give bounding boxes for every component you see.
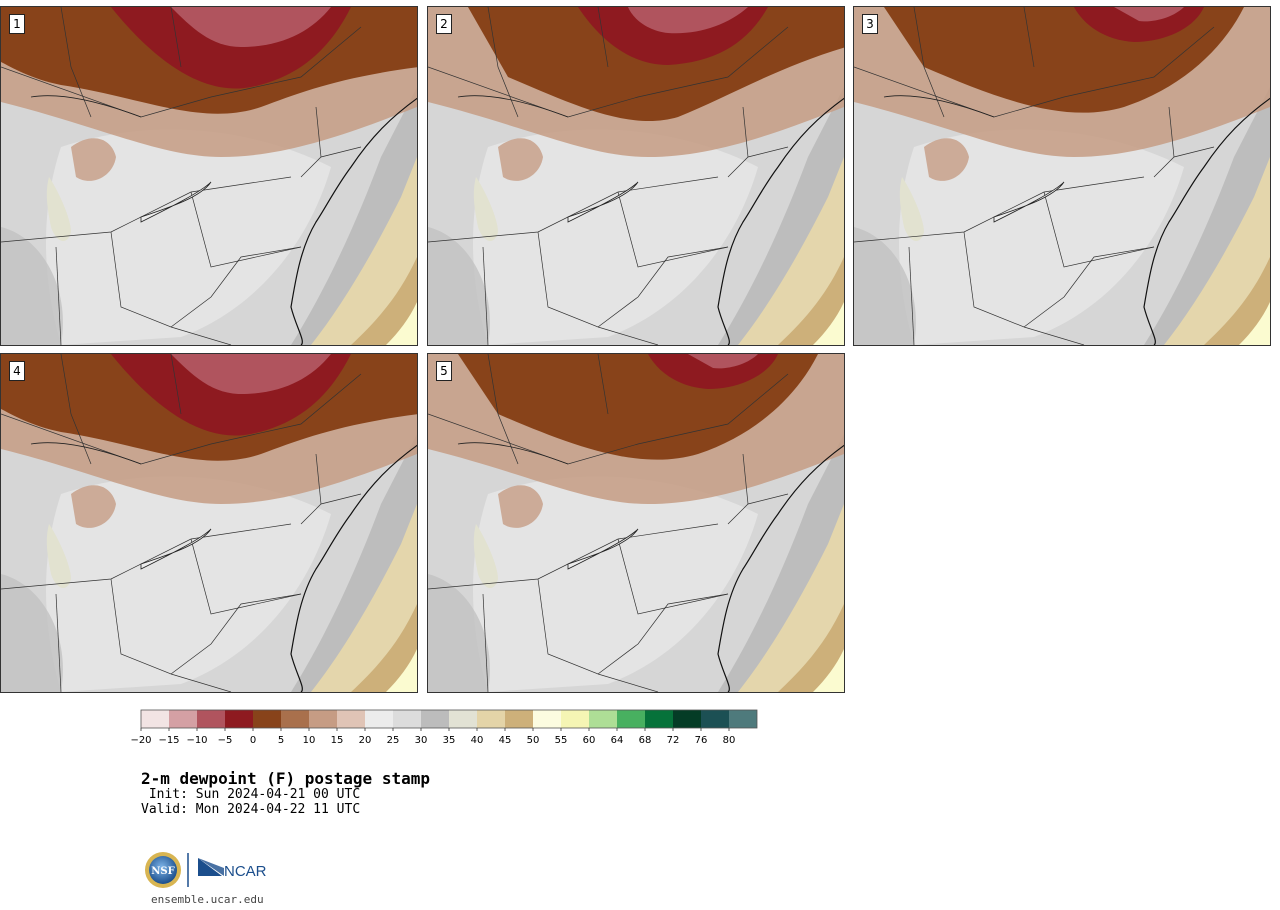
colorbar-swatch: [561, 710, 589, 728]
member-panel-4: 4: [0, 353, 418, 693]
colorbar-swatch: [281, 710, 309, 728]
colorbar-tick-label: −10: [186, 735, 207, 746]
colorbar-swatch: [337, 710, 365, 728]
colorbar-swatch: [141, 710, 169, 728]
colorbar-tick-label: −20: [130, 735, 151, 746]
colorbar-tick-label: 35: [443, 735, 456, 746]
colorbar-tick-label: −15: [158, 735, 179, 746]
member-label: 3: [862, 14, 878, 34]
colorbar-tick-label: 64: [611, 735, 624, 746]
svg-text:NCAR: NCAR: [224, 863, 267, 880]
dewpoint-map-4: [1, 354, 417, 692]
colorbar-tick-label: 80: [723, 735, 736, 746]
dewpoint-map-1: [1, 7, 417, 345]
colorbar-tick-label: 50: [527, 735, 540, 746]
member-label: 1: [9, 14, 25, 34]
colorbar-swatch: [253, 710, 281, 728]
member-panel-1: 1: [0, 6, 418, 346]
colorbar-tick-label: 5: [278, 735, 284, 746]
dewpoint-map-3: [854, 7, 1270, 345]
colorbar-swatch: [533, 710, 561, 728]
colorbar-tick-label: 25: [387, 735, 400, 746]
colorbar-swatch: [617, 710, 645, 728]
colorbar-tick-label: 30: [415, 735, 428, 746]
colorbar-tick-label: 40: [471, 735, 484, 746]
member-panel-2: 2: [427, 6, 845, 346]
init-time: Init: Sun 2024-04-21 00 UTC: [141, 787, 361, 802]
colorbar-swatch: [449, 710, 477, 728]
member-label: 2: [436, 14, 452, 34]
colorbar-tick-label: 20: [359, 735, 372, 746]
colorbar-tick-label: 10: [303, 735, 316, 746]
colorbar-swatch: [645, 710, 673, 728]
colorbar-tick-label: 68: [639, 735, 652, 746]
colorbar-swatch: [225, 710, 253, 728]
dewpoint-map-2: [428, 7, 844, 345]
colorbar-swatch: [673, 710, 701, 728]
colorbar-swatch: [169, 710, 197, 728]
svg-text:NSF: NSF: [151, 866, 174, 877]
ncar-wordmark: NCAR: [198, 858, 267, 880]
colorbar-swatch: [589, 710, 617, 728]
member-panel-3: 3: [853, 6, 1271, 346]
colorbar-tick-label: 0: [250, 735, 256, 746]
colorbar-tick-label: 76: [695, 735, 708, 746]
colorbar-tick-label: 55: [555, 735, 568, 746]
member-panel-5: 5: [427, 353, 845, 693]
colorbar-swatch: [421, 710, 449, 728]
member-label: 4: [9, 361, 25, 381]
valid-time: Valid: Mon 2024-04-22 11 UTC: [141, 802, 361, 817]
site-url: ensemble.ucar.edu: [151, 893, 264, 906]
colorbar-swatch: [393, 710, 421, 728]
colorbar-swatch: [477, 710, 505, 728]
dewpoint-map-5: [428, 354, 844, 692]
colorbar-tick-label: 72: [667, 735, 680, 746]
colorbar-swatch: [197, 710, 225, 728]
colorbar-swatch: [729, 710, 757, 728]
member-label: 5: [436, 361, 452, 381]
colorbar-swatch: [365, 710, 393, 728]
nsf-seal-icon: NSF: [145, 852, 181, 888]
nsf-ncar-logo: NSF NCAR: [145, 852, 267, 888]
figure-title: 2-m dewpoint (F) postage stamp: [141, 769, 430, 788]
colorbar-swatch: [505, 710, 533, 728]
colorbar-swatch: [701, 710, 729, 728]
colorbar-tick-label: 45: [499, 735, 512, 746]
colorbar-tick-label: −5: [218, 735, 233, 746]
colorbar-swatch: [309, 710, 337, 728]
colorbar-tick-label: 15: [331, 735, 344, 746]
colorbar-tick-label: 60: [583, 735, 596, 746]
dewpoint-colorbar: −20 −15 −10 −5 0 5 10 15 20 25 30 35 40 45 50 55 60 64 68 7…: [130, 709, 758, 746]
